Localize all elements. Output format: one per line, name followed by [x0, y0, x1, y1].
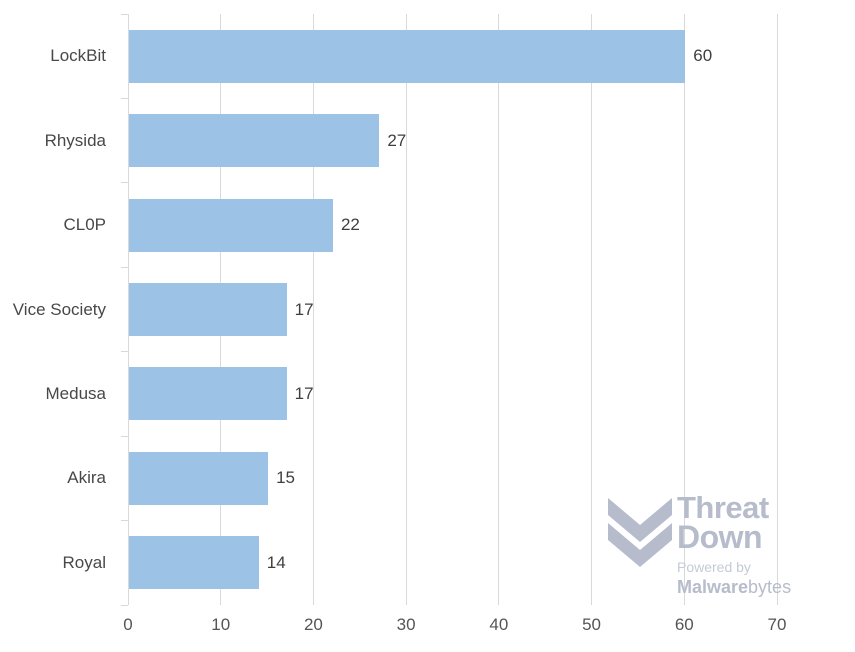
malwarebytes-bold-part: Malware — [677, 577, 749, 597]
value-label: 17 — [294, 299, 314, 319]
category-label: CL0P — [63, 215, 106, 235]
category-tick — [121, 520, 128, 522]
x-tick-label: 10 — [211, 615, 231, 634]
x-tick-label: 70 — [767, 615, 787, 634]
brand-threat: Threat — [677, 490, 769, 525]
powered-by-text: Powered by — [677, 559, 751, 575]
bar — [129, 536, 259, 590]
category-tick — [121, 97, 128, 99]
gridline — [591, 14, 593, 605]
category-tick — [121, 182, 128, 184]
category-label: Vice Society — [12, 299, 106, 319]
value-label: 22 — [340, 215, 360, 235]
x-tick-label: 30 — [396, 615, 416, 634]
bar — [129, 198, 333, 252]
category-label: Akira — [67, 468, 106, 488]
value-label: 17 — [294, 383, 314, 403]
threatdown-watermark: Threat Down Powered by Malwarebytes — [608, 490, 791, 597]
x-tick-label: 0 — [123, 615, 133, 634]
value-label: 27 — [387, 130, 407, 150]
category-label: LockBit — [50, 46, 106, 66]
value-label: 14 — [266, 552, 286, 572]
gridline — [127, 14, 129, 605]
bar — [129, 283, 287, 336]
bar — [129, 367, 287, 421]
malwarebytes-light-part: bytes — [748, 577, 792, 597]
x-tick-label: 40 — [489, 615, 509, 634]
category-tick — [121, 604, 128, 606]
bar — [129, 114, 380, 168]
brand-down: Down — [677, 519, 763, 555]
x-tick-label: 50 — [582, 615, 602, 634]
category-label: Medusa — [45, 383, 106, 403]
category-tick — [121, 266, 128, 268]
bar — [129, 451, 269, 505]
x-tick-label: 60 — [674, 615, 694, 634]
gridline — [498, 14, 500, 605]
value-label: 15 — [276, 468, 295, 488]
threatdown-wordmark: Threat Down Powered by Malwarebytes — [677, 490, 791, 597]
category-tick — [121, 13, 128, 15]
category-label: Royal — [62, 552, 106, 572]
threatdown-chevron-icon — [608, 498, 672, 567]
category-label: Rhysida — [44, 130, 106, 150]
category-tick — [121, 435, 128, 437]
value-label: 60 — [693, 46, 713, 66]
malwarebytes-wordmark: Malwarebytes — [677, 577, 791, 597]
gridline — [312, 14, 314, 605]
gridline — [683, 14, 685, 605]
x-tick-label: 20 — [303, 615, 323, 634]
bar — [129, 29, 686, 83]
category-tick — [121, 351, 128, 353]
gridline — [405, 14, 407, 605]
gridline — [776, 14, 778, 605]
